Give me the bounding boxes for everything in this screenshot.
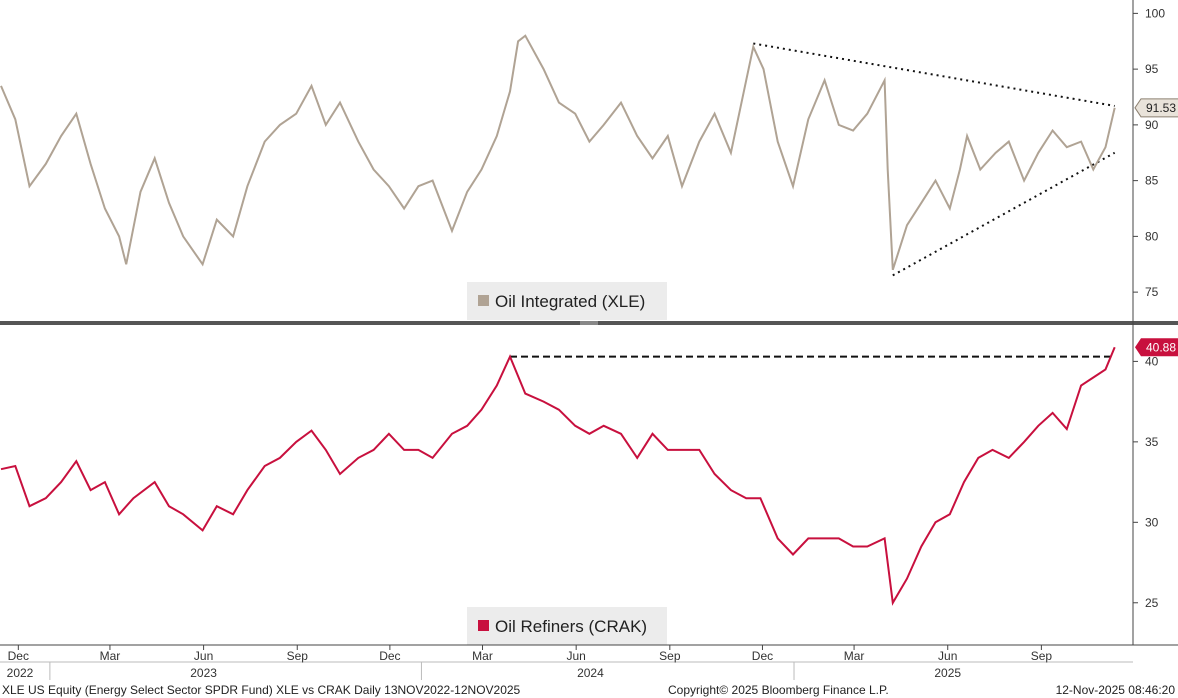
crak-legend: Oil Refiners (CRAK) xyxy=(467,607,667,645)
y-tick-label: 35 xyxy=(1145,435,1159,449)
x-month-label: Sep xyxy=(659,649,681,663)
x-month-label: Mar xyxy=(472,649,493,663)
lower-trendline xyxy=(892,151,1116,277)
y-tick-label: 100 xyxy=(1145,6,1165,20)
y-tick-label: 75 xyxy=(1145,285,1159,299)
footer-description: XLE US Equity (Energy Select Sector SPDR… xyxy=(2,683,521,697)
panel-divider[interactable] xyxy=(0,321,1178,325)
footer: XLE US Equity (Energy Select Sector SPDR… xyxy=(2,683,1175,697)
x-month-label: Jun xyxy=(566,649,585,663)
x-month-label: Dec xyxy=(752,649,773,663)
xle-last-value-tag: 91.53 xyxy=(1134,98,1178,118)
x-month-label: Sep xyxy=(1031,649,1053,663)
upper-trendline xyxy=(753,42,1115,107)
y-tick-label: 85 xyxy=(1145,174,1159,188)
crak-last-value-label: 40.88 xyxy=(1146,340,1176,354)
crak-last-value-tag: 40.88 xyxy=(1135,338,1178,357)
y-tick-label: 30 xyxy=(1145,515,1159,529)
footer-timestamp: 12-Nov-2025 08:46:20 xyxy=(1056,683,1176,697)
xle-series-line xyxy=(0,34,1116,271)
bottom-y-axis: 25 30 35 40 xyxy=(1133,354,1159,610)
xle-legend: Oil Integrated (XLE) xyxy=(467,282,667,320)
y-tick-label: 80 xyxy=(1145,229,1159,243)
y-tick-label: 25 xyxy=(1145,596,1159,610)
xle-last-value-label: 91.53 xyxy=(1146,101,1176,115)
x-month-label: Dec xyxy=(379,649,400,663)
y-tick-label: 90 xyxy=(1145,118,1159,132)
y-tick-label: 95 xyxy=(1145,62,1159,76)
x-year-label: 2025 xyxy=(934,666,961,680)
x-month-label: Mar xyxy=(100,649,121,663)
xle-legend-label: Oil Integrated (XLE) xyxy=(495,292,645,311)
crak-legend-label: Oil Refiners (CRAK) xyxy=(495,617,647,636)
bottom-panel-crak: 25 30 35 40 40.88 Oil Refiners (CRAK) xyxy=(0,338,1178,645)
x-year-label: 2024 xyxy=(577,666,604,680)
crak-legend-swatch xyxy=(478,620,489,631)
footer-copyright: Copyright© 2025 Bloomberg Finance L.P. xyxy=(668,683,889,697)
x-year-label: 2022 xyxy=(7,666,34,680)
x-axis: Dec Mar Jun Sep Dec Mar Jun Sep Dec Mar Jun Sep 2022… xyxy=(0,644,1178,680)
xle-legend-swatch xyxy=(478,295,489,306)
x-month-label: Mar xyxy=(844,649,865,663)
x-month-label: Jun xyxy=(194,649,213,663)
y-tick-label: 40 xyxy=(1145,354,1159,368)
top-y-axis: 75 80 85 90 95 100 xyxy=(1133,6,1165,299)
crak-series-line xyxy=(0,346,1116,606)
x-month-label: Dec xyxy=(8,649,29,663)
top-panel-xle: 75 80 85 90 95 100 91.53 Oil Integrated (XLE) xyxy=(0,6,1178,320)
x-month-label: Sep xyxy=(287,649,309,663)
x-year-label: 2023 xyxy=(190,666,217,680)
x-month-label: Jun xyxy=(938,649,957,663)
